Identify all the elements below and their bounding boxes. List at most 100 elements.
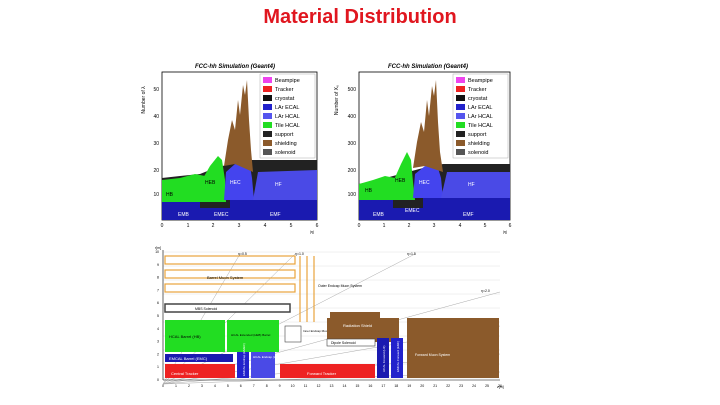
legend-label: Tracker bbox=[468, 87, 487, 93]
y-tick: 0 bbox=[157, 378, 159, 382]
y-tick: 40 bbox=[153, 114, 159, 120]
x-tick: 2 bbox=[188, 384, 190, 388]
x-tick: 1 bbox=[187, 223, 190, 229]
x-tick: 21 bbox=[433, 384, 437, 388]
detector-layout-drawing: r[m] z[m] η=0.5 η=1.0 η=1.5 η=2.0 η=2.5 … bbox=[145, 242, 510, 402]
hcal-extended-label: HCAL Extended (HEB) Barrel bbox=[231, 333, 271, 337]
x-tick: 6 bbox=[316, 223, 319, 229]
eta-label: η=0.5 bbox=[238, 252, 247, 256]
y-tick: 5 bbox=[157, 314, 159, 318]
x-tick: 24 bbox=[472, 384, 476, 388]
hec-region bbox=[224, 164, 254, 200]
legend-label: shielding bbox=[275, 141, 297, 147]
hf-region bbox=[253, 170, 317, 200]
x-tick: 14 bbox=[343, 384, 347, 388]
x-tick: 4 bbox=[264, 223, 267, 229]
barrel-muon-label: Barrel Muon System bbox=[207, 275, 244, 280]
hcal-extended bbox=[227, 320, 279, 352]
y-tick: 9 bbox=[157, 263, 159, 267]
y-tick: 4 bbox=[157, 327, 159, 331]
y-tick: 50 bbox=[153, 87, 159, 93]
legend-label: cryostat bbox=[468, 96, 488, 102]
x-tick: 22 bbox=[446, 384, 450, 388]
y-tick: 30 bbox=[153, 141, 159, 147]
x-tick: 5 bbox=[484, 223, 487, 229]
legend: Beampipe Tracker cryostat LAr ECAL LAr H… bbox=[452, 73, 509, 159]
y-axis-label: Number of X₀ bbox=[334, 85, 340, 115]
x-tick: 16 bbox=[368, 384, 372, 388]
plot-title: FCC-hh Simulation (Geant4) bbox=[195, 64, 275, 70]
y-tick: 2 bbox=[157, 352, 159, 356]
region-hb: HB bbox=[365, 188, 373, 194]
central-tracker-label: Central Tracker bbox=[171, 371, 199, 376]
y-tick: 3 bbox=[157, 340, 159, 344]
y-tick: 1 bbox=[157, 365, 159, 369]
region-emec: EMEC bbox=[214, 212, 229, 218]
x-tick: 12 bbox=[317, 384, 321, 388]
ecal-forward-label: EMCAL Forward (EMF) bbox=[396, 341, 400, 372]
region-emf: EMF bbox=[463, 212, 474, 218]
x-tick: 10 bbox=[291, 384, 295, 388]
x-axis-unit: |η| bbox=[503, 229, 507, 234]
x-tick: 17 bbox=[381, 384, 385, 388]
legend-label: support bbox=[468, 132, 487, 138]
region-hb: HB bbox=[166, 192, 174, 198]
x-tick: 4 bbox=[459, 223, 462, 229]
legend-label: Tile HCAL bbox=[275, 123, 300, 129]
legend-label: Beampipe bbox=[468, 78, 493, 84]
x-axis-unit: z[m] bbox=[497, 385, 504, 389]
legend-label: Tile HCAL bbox=[468, 123, 493, 129]
shielding-peaks bbox=[413, 80, 443, 172]
dipole-solenoid-label: Dipole Solenoid bbox=[331, 341, 356, 345]
y-tick: 8 bbox=[157, 276, 159, 280]
region-hf: HF bbox=[275, 182, 282, 188]
y-tick: 7 bbox=[157, 288, 159, 292]
muon-solenoid bbox=[164, 303, 291, 313]
hcal-endcap bbox=[237, 352, 249, 378]
legend-label: Tracker bbox=[275, 87, 294, 93]
x-tick: 5 bbox=[290, 223, 293, 229]
forward-tracker-label: Forward Tracker bbox=[307, 371, 337, 376]
muon-solenoid-label: MBS Solenoid bbox=[195, 307, 217, 311]
x-tick: 13 bbox=[330, 384, 334, 388]
x-tick: 19 bbox=[407, 384, 411, 388]
x-tick: 23 bbox=[459, 384, 463, 388]
region-emb: EMB bbox=[373, 212, 385, 218]
legend-label: LAr HCAL bbox=[275, 114, 300, 120]
x-tick: 3 bbox=[238, 223, 241, 229]
legend-label: shielding bbox=[468, 141, 490, 147]
eta-label: η=2.0 bbox=[481, 289, 490, 293]
hb-region bbox=[359, 176, 401, 200]
y-tick: 100 bbox=[348, 192, 357, 198]
legend-label: support bbox=[275, 132, 294, 138]
x-tick: 7 bbox=[253, 384, 255, 388]
x-tick: 11 bbox=[304, 384, 308, 388]
legend-label: Beampipe bbox=[275, 78, 300, 84]
x-tick: 0 bbox=[161, 223, 164, 229]
ecal-barrel bbox=[165, 354, 233, 362]
x-tick: 3 bbox=[433, 223, 436, 229]
ecal-forward bbox=[391, 338, 403, 378]
shield-upper bbox=[330, 312, 380, 320]
legend-label: solenoid bbox=[468, 150, 489, 156]
region-emec: EMEC bbox=[405, 208, 420, 214]
x-tick: 1 bbox=[175, 384, 177, 388]
region-emf: EMF bbox=[270, 212, 281, 218]
x-tick: 25 bbox=[485, 384, 489, 388]
legend-label: LAr ECAL bbox=[275, 105, 299, 111]
eta-label: η=1.5 bbox=[407, 252, 416, 256]
radiation-shield-label: Radiation Shield bbox=[343, 323, 372, 328]
forward-muon-label: Forward Muon System bbox=[415, 353, 450, 357]
x-axis-unit: |η| bbox=[310, 229, 314, 234]
region-emb: EMB bbox=[178, 212, 190, 218]
shield-forward bbox=[407, 318, 499, 378]
x-tick: 9 bbox=[279, 384, 281, 388]
y-axis-label: Number of λ bbox=[141, 86, 147, 114]
x-tick: 20 bbox=[420, 384, 424, 388]
inner-endcap-muon bbox=[284, 325, 302, 343]
hf-region bbox=[441, 172, 510, 198]
y-tick: 10 bbox=[153, 192, 159, 198]
plot-title: FCC-hh Simulation (Geant4) bbox=[388, 64, 468, 70]
x-tick: 3 bbox=[201, 384, 203, 388]
x-tick: 4 bbox=[214, 384, 216, 388]
